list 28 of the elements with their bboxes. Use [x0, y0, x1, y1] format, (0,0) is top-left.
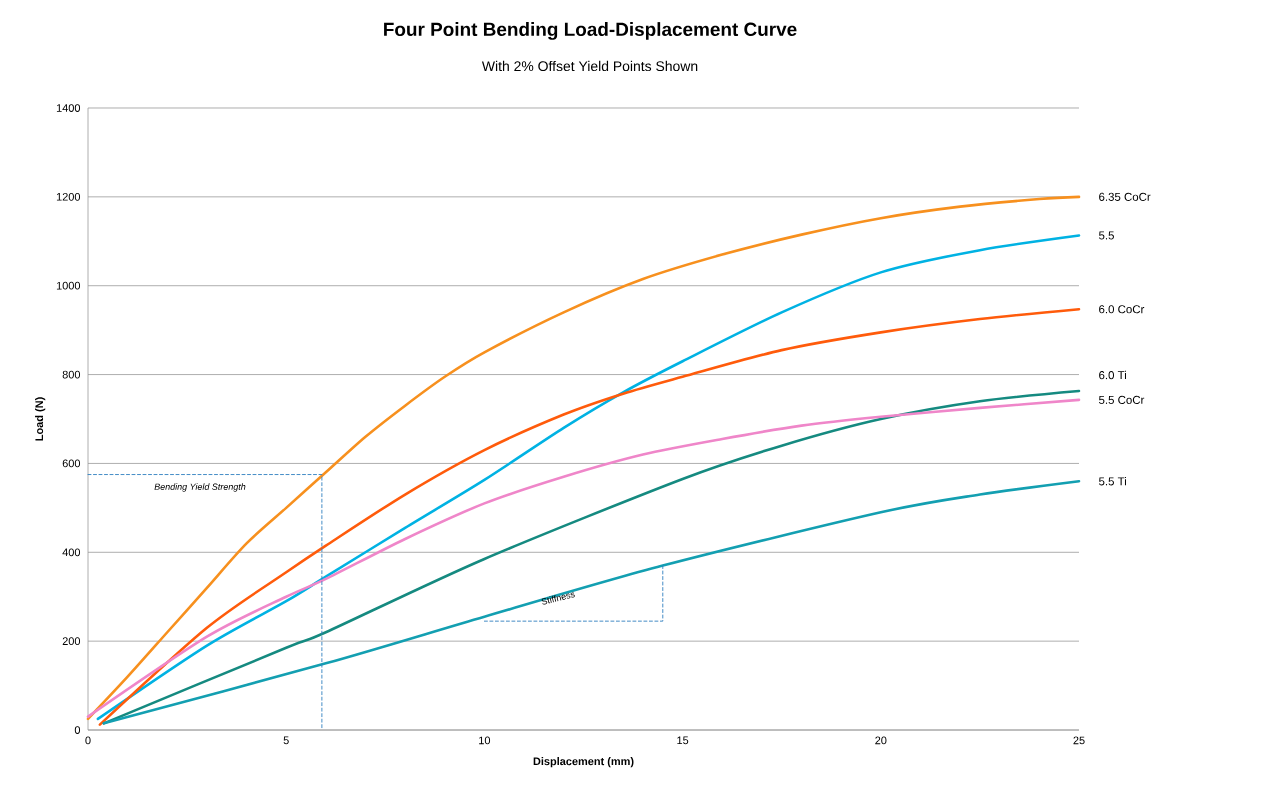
- series-label: 5.5: [1098, 231, 1114, 240]
- annotation: Stiffness: [541, 592, 575, 605]
- y-tick-label: 200: [62, 637, 81, 646]
- y-tick-label: 1400: [56, 104, 81, 112]
- y-tick-label: 1200: [56, 192, 81, 201]
- y-tick-label: 800: [62, 370, 81, 379]
- x-tick-label: 0: [85, 736, 91, 745]
- y-tick-label: 600: [62, 459, 81, 468]
- y-tick-label: 400: [62, 548, 81, 557]
- chart-subtitle: With 2% Offset Yield Points Shown: [481, 60, 698, 72]
- x-tick-label: 10: [479, 736, 491, 745]
- series-label: 5.5 Ti: [1098, 477, 1126, 486]
- x-axis-title: Displacement (mm): [533, 757, 634, 768]
- x-tick-label: 5: [283, 736, 289, 745]
- text: 6.0 Ti: [1099, 370, 1126, 380]
- x-tick-label: 20: [875, 736, 887, 745]
- line-series: [98, 307, 1081, 726]
- series-label: 6.35 CoCr: [1099, 192, 1151, 201]
- annotation: Bending Yield Strength: [154, 483, 246, 492]
- x-tick-label: 25: [1073, 736, 1085, 745]
- series-label: 5.5 CoCr: [1098, 395, 1145, 404]
- y-tick-label: 1000: [56, 281, 81, 290]
- y-tick-label: 0: [74, 726, 81, 734]
- series-label: 6.0 CoCr: [1099, 305, 1145, 314]
- line-series: [102, 479, 1081, 725]
- x-tick-label: 15: [677, 736, 689, 745]
- chart-title: Four Point Bending Load-Displacement Curve: [384, 22, 797, 40]
- y-axis-title: Load (N): [35, 397, 46, 441]
